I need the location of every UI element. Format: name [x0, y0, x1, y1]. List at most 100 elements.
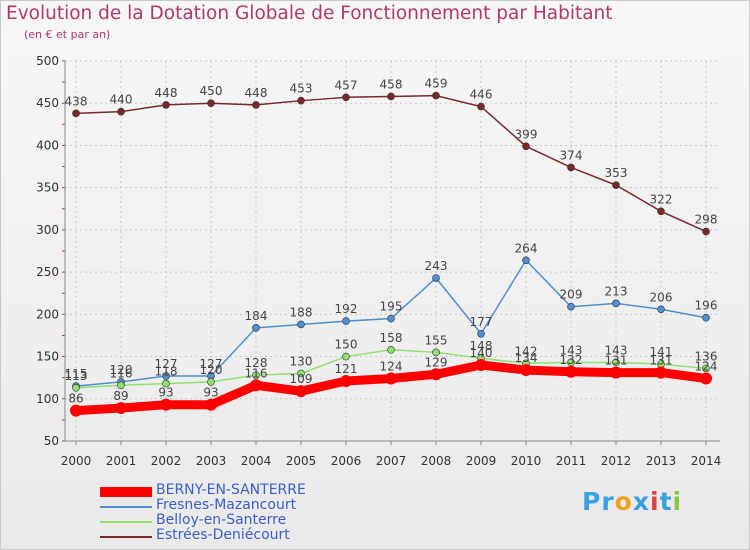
- x-tick-label: 2013: [646, 454, 677, 468]
- data-label: 121: [335, 362, 358, 376]
- data-label: 113: [65, 369, 88, 383]
- logo-letter: t: [659, 487, 673, 516]
- data-point: [430, 368, 442, 381]
- data-label: 184: [245, 309, 268, 323]
- data-point: [72, 109, 80, 118]
- logo-letter: i: [672, 487, 683, 516]
- data-label: 128: [245, 356, 268, 370]
- data-label: 124: [380, 360, 403, 374]
- x-tick-label: 2008: [421, 454, 452, 468]
- data-point: [342, 352, 350, 361]
- data-point: [250, 379, 262, 392]
- x-tick-label: 2011: [556, 454, 587, 468]
- data-point: [612, 299, 620, 308]
- data-label: 124: [695, 360, 718, 374]
- data-label: 158: [380, 331, 403, 345]
- data-label: 148: [470, 339, 493, 353]
- data-label: 399: [515, 127, 538, 141]
- data-label: 130: [290, 354, 313, 368]
- legend-swatch: [100, 521, 152, 523]
- data-label: 298: [695, 213, 718, 227]
- x-tick-label: 2001: [106, 454, 137, 468]
- y-tick-label: 50: [44, 434, 59, 448]
- data-label: 448: [245, 86, 268, 100]
- legend-label: Belloy-en-Santerre: [156, 512, 287, 528]
- data-label: 440: [110, 93, 133, 107]
- legend-label: Estrées-Deniécourt: [156, 527, 290, 543]
- x-tick-label: 2014: [691, 454, 722, 468]
- data-label: 195: [380, 300, 403, 314]
- logo-letter: x: [632, 487, 650, 516]
- chart-title: Evolution de la Dotation Globale de Fonc…: [6, 3, 613, 24]
- data-point: [72, 383, 80, 392]
- data-point: [477, 102, 485, 111]
- data-label: 86: [68, 392, 83, 406]
- chart-subtitle: (en € et par an): [24, 28, 111, 41]
- data-point: [432, 91, 440, 100]
- data-point: [207, 378, 215, 386]
- data-point: [252, 324, 260, 332]
- data-label: 118: [155, 365, 178, 379]
- data-label: 132: [560, 353, 583, 367]
- y-tick-label: 100: [36, 392, 59, 406]
- data-label: 450: [200, 84, 223, 98]
- x-tick-label: 2012: [601, 454, 632, 468]
- proxiti-logo: Proxiti: [582, 487, 682, 516]
- data-label: 457: [335, 78, 358, 92]
- y-tick-label: 350: [36, 181, 59, 195]
- data-point: [117, 107, 125, 116]
- data-label: 116: [245, 366, 268, 380]
- data-point: [295, 385, 307, 398]
- x-tick-label: 2002: [151, 454, 182, 468]
- data-point: [297, 96, 305, 105]
- y-tick-label: 150: [36, 350, 59, 364]
- data-point: [342, 317, 350, 325]
- data-point: [567, 302, 575, 311]
- data-label: 177: [470, 315, 493, 329]
- data-label: 155: [425, 333, 448, 347]
- data-label: 131: [605, 354, 628, 368]
- data-point: [702, 227, 710, 236]
- data-point: [657, 305, 665, 314]
- data-point: [432, 274, 440, 282]
- data-point: [160, 398, 172, 411]
- data-label: 458: [380, 77, 403, 91]
- data-point: [567, 163, 575, 172]
- data-label: 192: [335, 302, 358, 316]
- data-label: 136: [695, 349, 718, 363]
- y-tick-label: 200: [36, 307, 59, 321]
- data-label: 89: [113, 389, 128, 403]
- data-point: [612, 181, 620, 189]
- data-label: 188: [290, 305, 313, 319]
- data-point: [297, 369, 305, 378]
- data-label: 116: [110, 366, 133, 380]
- y-tick-label: 400: [36, 138, 59, 152]
- y-tick-label: 450: [36, 96, 59, 110]
- data-point: [565, 365, 577, 378]
- data-point: [387, 345, 395, 354]
- data-label: 109: [290, 372, 313, 386]
- data-label: 140: [470, 346, 493, 360]
- data-label: 127: [200, 357, 223, 371]
- data-label: 93: [203, 386, 218, 400]
- data-point: [387, 314, 395, 323]
- data-label: 374: [560, 148, 583, 162]
- legend-swatch: [100, 536, 152, 538]
- data-label: 150: [335, 338, 358, 352]
- data-label: 142: [515, 344, 538, 358]
- data-label: 134: [515, 351, 538, 365]
- x-tick-label: 2003: [196, 454, 227, 468]
- data-point: [340, 375, 352, 388]
- data-label: 143: [605, 343, 628, 357]
- data-point: [612, 358, 620, 367]
- x-tick-label: 2000: [61, 454, 92, 468]
- data-label: 127: [155, 357, 178, 371]
- data-point: [297, 320, 305, 329]
- data-point: [385, 372, 397, 385]
- data-point: [342, 93, 350, 102]
- legend-swatch: [100, 487, 152, 497]
- data-point: [520, 364, 532, 377]
- data-label: 129: [425, 355, 448, 369]
- data-label: 446: [470, 88, 493, 102]
